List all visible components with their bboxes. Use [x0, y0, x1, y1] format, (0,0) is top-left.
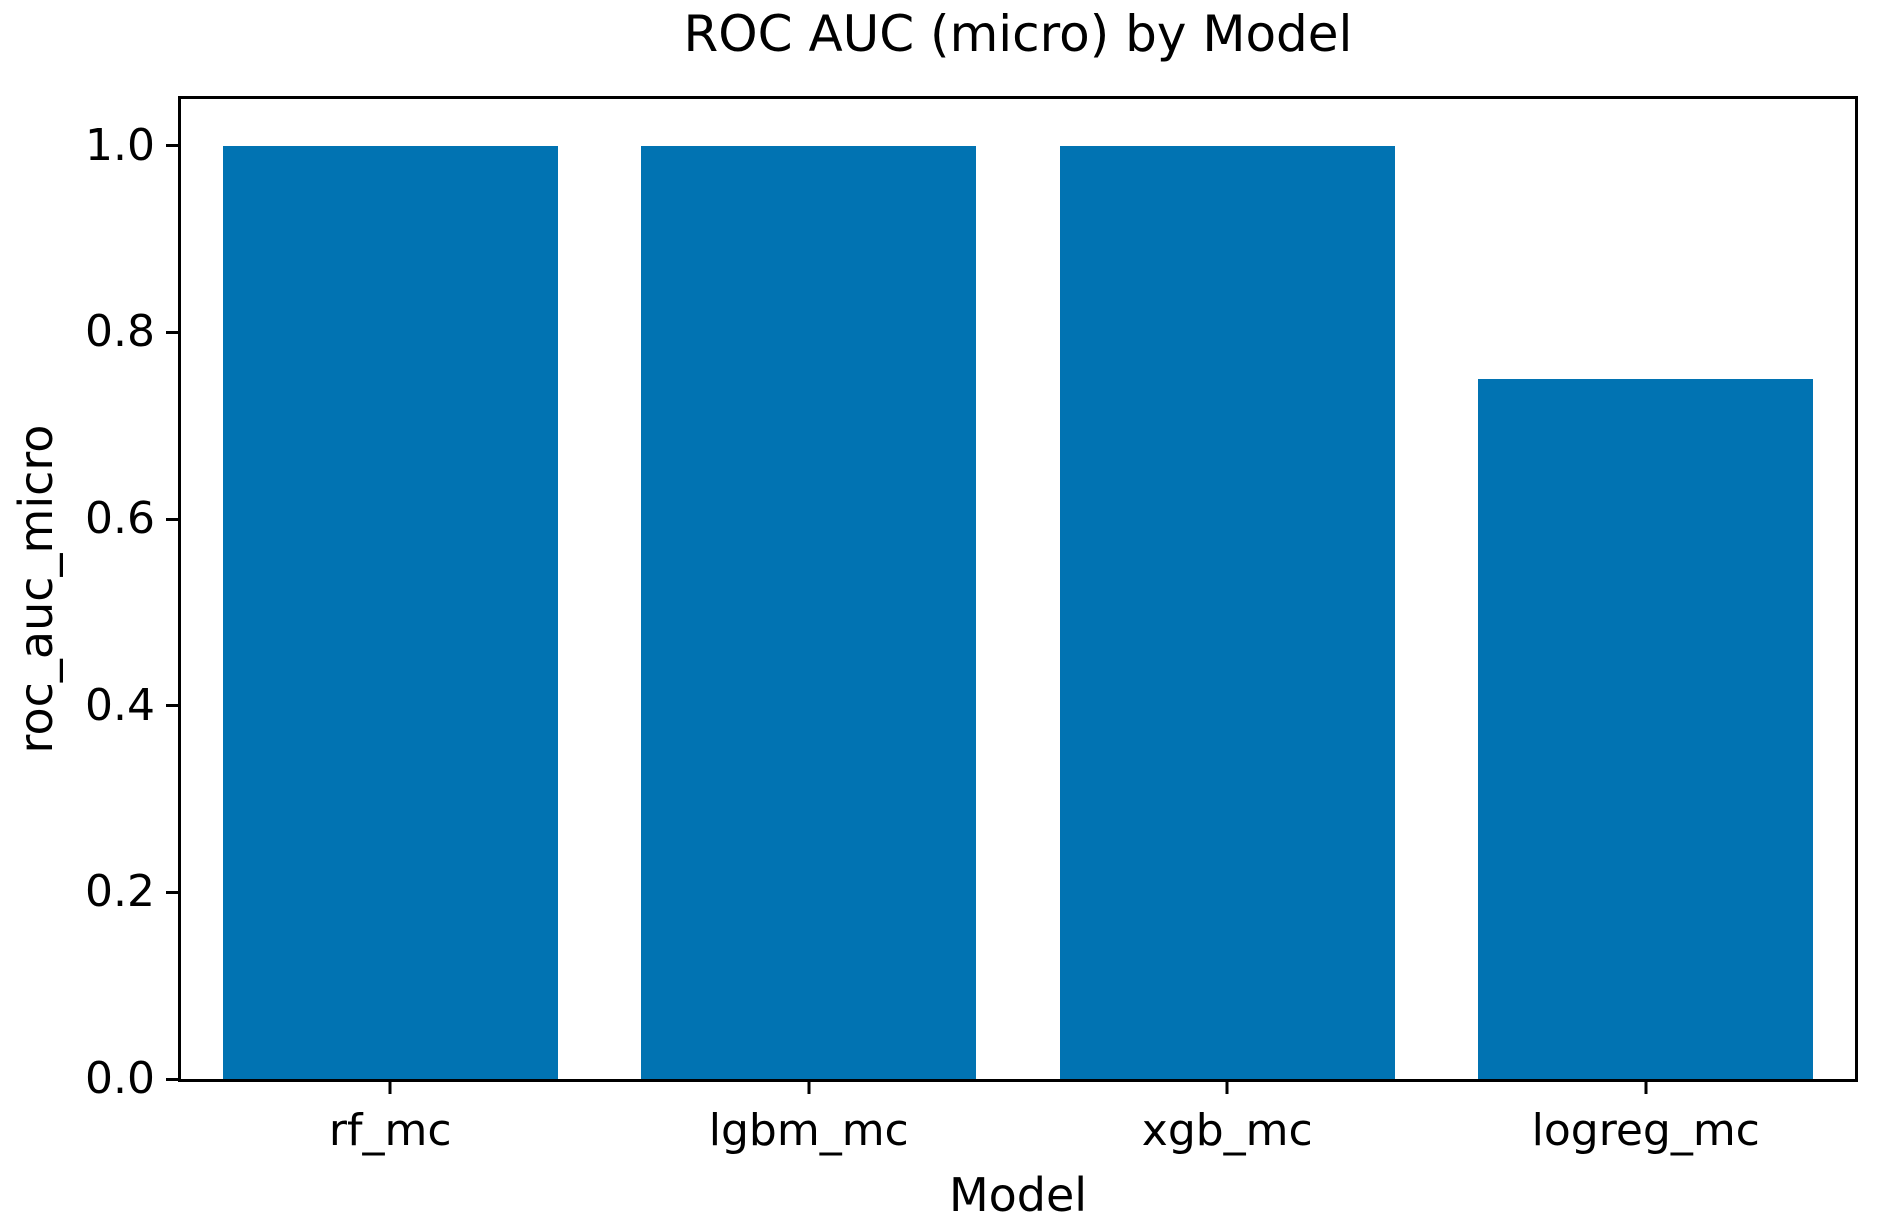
y-tick-label: 0.2 — [85, 866, 155, 918]
y-tick-mark — [166, 890, 181, 894]
x-axis-label: Model — [948, 1168, 1088, 1222]
x-tick-label-rf_mc: rf_mc — [328, 1105, 452, 1156]
y-tick-mark — [166, 330, 181, 334]
x-tick-mark — [388, 1079, 392, 1094]
plot-area: 0.0 0.2 0.4 0.6 0.8 1.0 rf_mc lgbm_mc xgb_mc logr… — [85, 96, 1858, 1153]
y-axis-label: roc_auc_micro — [9, 424, 63, 754]
y-tick-label: 0.0 — [85, 1053, 155, 1104]
y-tick-mark — [166, 517, 181, 521]
y-tick-mark — [166, 144, 181, 148]
chart-title: ROC AUC (micro) by Model — [683, 5, 1353, 63]
y-tick-label: 0.4 — [85, 679, 155, 731]
y-tick-label: 1.0 — [85, 119, 155, 171]
bar-logreg_mc — [1478, 379, 1814, 1079]
bar-rf_mc — [222, 145, 558, 1079]
y-tick-mark — [166, 704, 181, 708]
bar-lgbm_mc — [641, 145, 977, 1079]
x-tick-label-xgb_mc: xgb_mc — [1141, 1105, 1313, 1156]
x-tick-mark — [1644, 1079, 1648, 1094]
bar-xgb_mc — [1059, 145, 1395, 1079]
y-tick-label: 0.6 — [85, 493, 155, 544]
y-tick-label: 0.8 — [85, 306, 155, 358]
x-tick-label-logreg_mc: logreg_mc — [1531, 1105, 1760, 1156]
x-tick-mark — [807, 1079, 811, 1094]
x-tick-mark — [1225, 1079, 1229, 1094]
x-tick-label-lgbm_mc: lgbm_mc — [708, 1105, 909, 1156]
y-tick-mark — [166, 1077, 181, 1081]
